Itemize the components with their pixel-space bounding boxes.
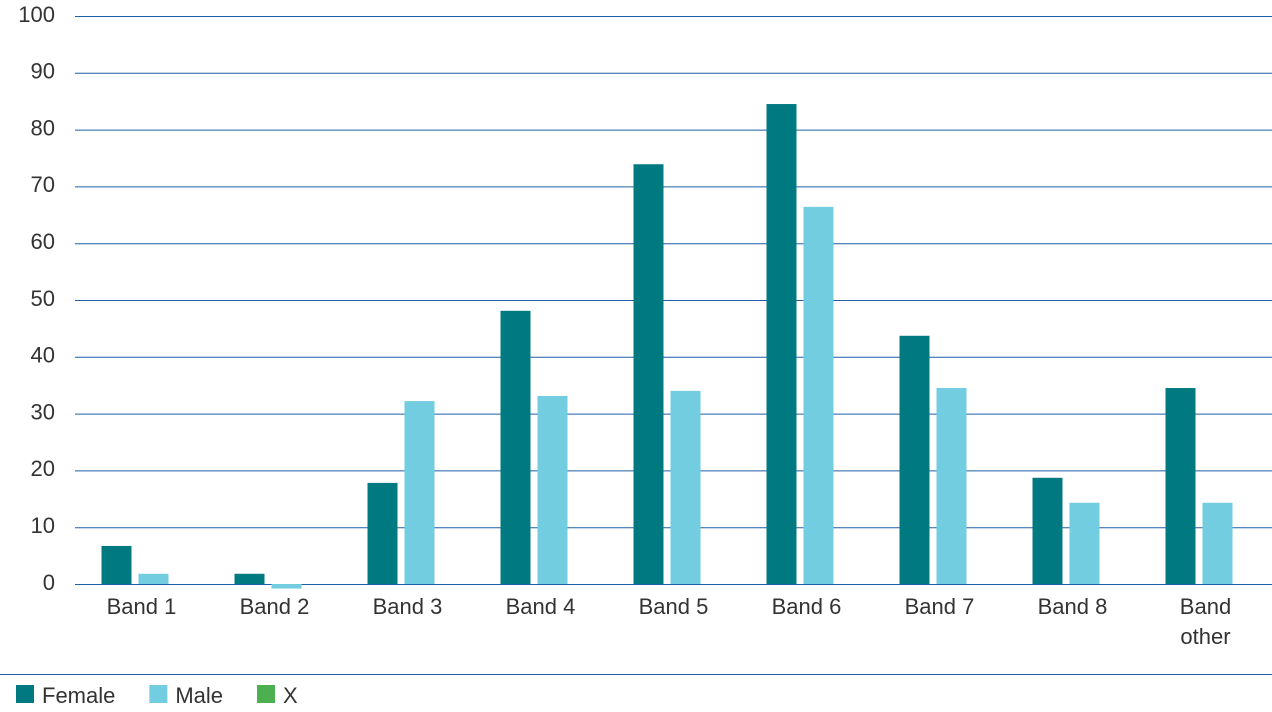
bar (1165, 388, 1196, 584)
bar (633, 164, 664, 585)
bar (803, 206, 834, 584)
bar (766, 104, 797, 584)
bar (234, 573, 265, 584)
bar (1032, 477, 1063, 584)
y-tick-label: 60 (31, 229, 55, 254)
legend-label: Male (175, 683, 223, 708)
y-tick-label: 80 (31, 115, 55, 140)
legend-label: X (283, 683, 298, 708)
x-tick-label: Band 8 (1038, 594, 1108, 619)
y-tick-label: 20 (31, 456, 55, 481)
x-tick-label: Band 3 (373, 594, 443, 619)
x-tick-label: Band other (1180, 594, 1231, 649)
x-tick-label: Band 4 (506, 594, 576, 619)
y-tick-label: 40 (31, 343, 55, 368)
y-tick-label: 90 (31, 59, 55, 84)
legend-swatch (257, 685, 276, 703)
y-tick-label: 70 (31, 172, 55, 197)
x-tick-label: Band 6 (772, 594, 842, 619)
bar (271, 584, 302, 589)
bar (1069, 502, 1100, 584)
x-tick-label: Band 5 (639, 594, 709, 619)
x-tick-label: Band 2 (240, 594, 310, 619)
bar (936, 388, 967, 584)
y-tick-label: 0 (43, 570, 55, 595)
bar (500, 310, 531, 584)
legend-swatch (16, 685, 34, 703)
bar (537, 395, 568, 584)
bar (404, 401, 435, 584)
y-tick-label: 10 (31, 513, 55, 538)
bar (1202, 502, 1233, 584)
legend-swatch (149, 685, 168, 703)
y-tick-label: 100 (18, 2, 55, 27)
x-tick-label: Band 1 (107, 594, 177, 619)
y-tick-label: 50 (31, 286, 55, 311)
legend-label: Female (42, 683, 115, 708)
bar (138, 573, 169, 584)
bar (670, 390, 701, 584)
bar (101, 545, 132, 584)
bar (367, 482, 398, 584)
bar (899, 335, 930, 584)
x-tick-label: Band 7 (905, 594, 975, 619)
y-tick-label: 30 (31, 399, 55, 424)
